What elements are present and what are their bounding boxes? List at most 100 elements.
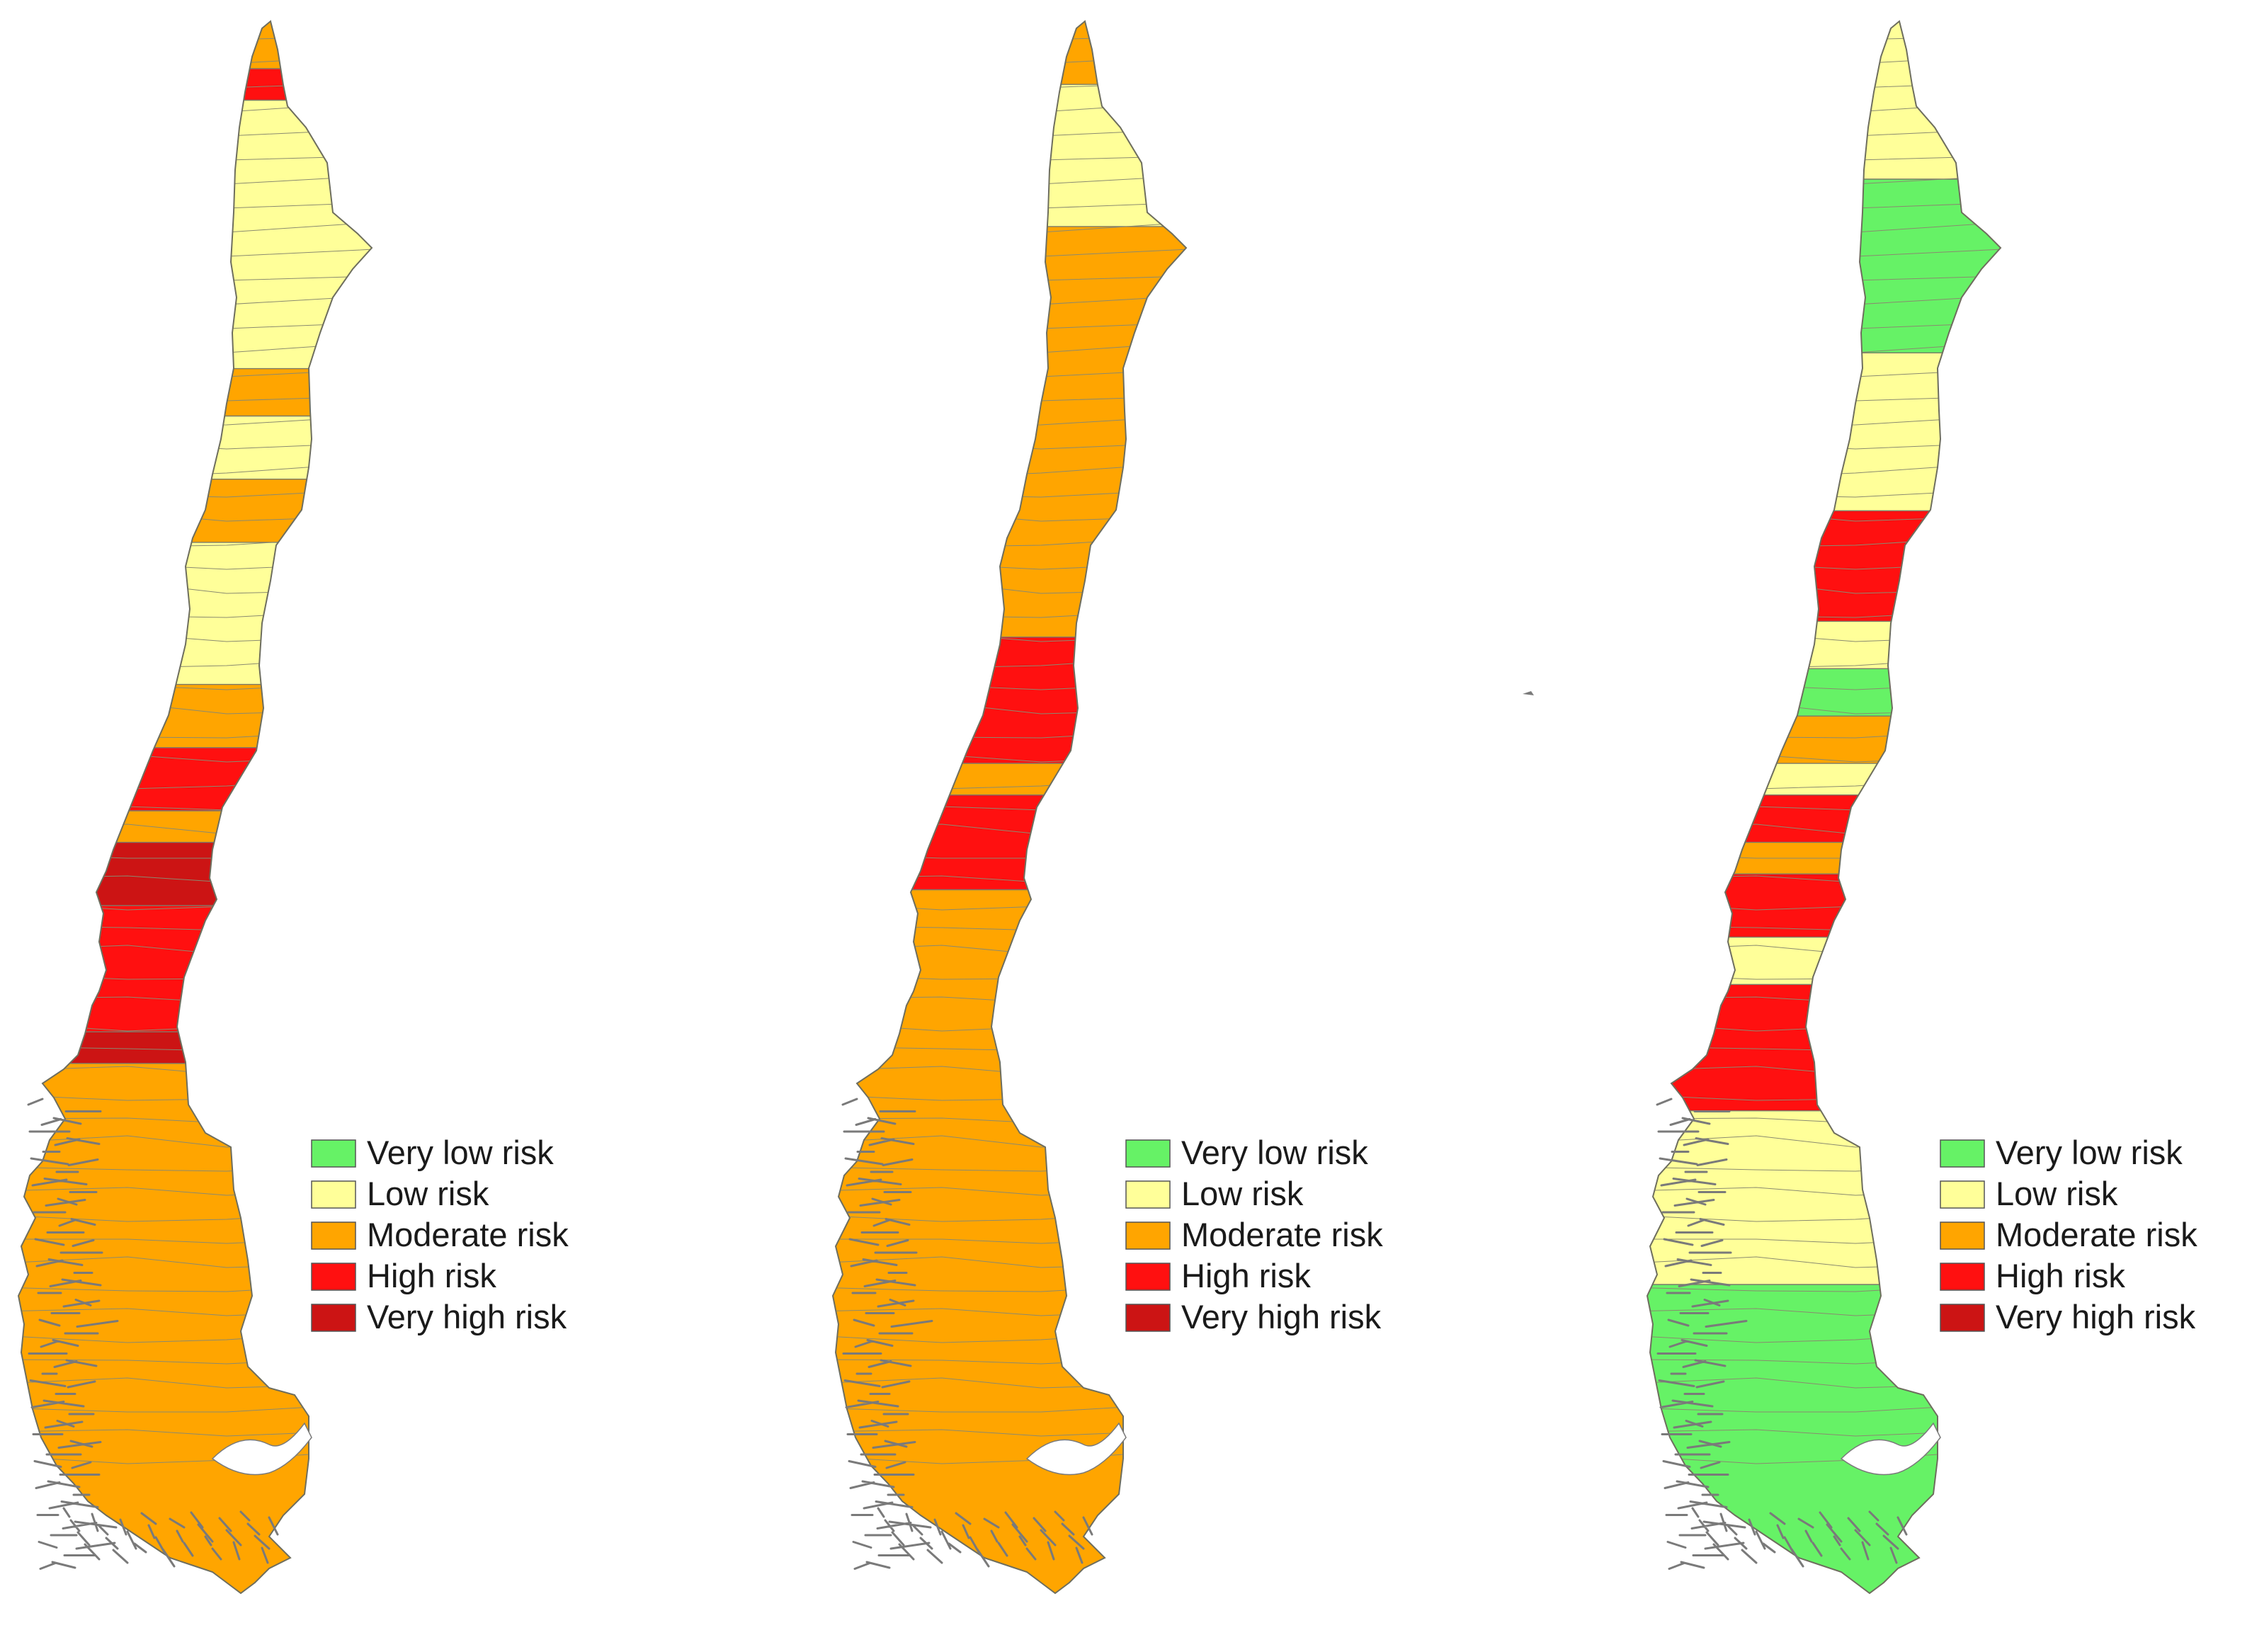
district-border [833,79,1186,89]
district-border [1647,101,2001,115]
district-border [1647,149,2001,161]
district-border [833,512,1186,522]
district-border [833,294,1186,305]
legend-label-low: Low risk [1996,1175,2118,1212]
legend-label-high: High risk [1996,1257,2125,1294]
legend-swatch-very-high [311,1304,356,1332]
island-dot [1523,691,1534,695]
risk-regions [833,21,1186,1593]
risk-region-low [833,84,1186,228]
legend-swatch-high [1125,1263,1171,1291]
legend-swatch-high [1940,1263,1985,1291]
strait-inlet [1025,1422,1127,1476]
legend: Very low risk Low risk Moderate risk High r… [1940,1134,2197,1335]
district-border [833,101,1186,115]
legend: Very low risk Low risk Moderate risk High r… [1125,1134,1383,1335]
legend-label-moderate: Moderate risk [367,1216,569,1253]
risk-region-high [1647,794,2001,843]
district-border [833,1042,1186,1052]
risk-region-very-high [18,841,372,907]
legend-label-very-low: Very low risk [367,1134,554,1171]
district-border [18,321,372,329]
district-border [833,968,1186,980]
risk-region-high [1647,873,2001,938]
risk-region-low [1647,352,2001,512]
district-border [1647,460,2001,478]
legend-label-low: Low risk [367,1175,489,1212]
district-border [18,54,372,64]
district-border [1647,488,2001,498]
map-2: Very low risk Low risk Moderate risk High r… [831,20,1383,1595]
legend-label-very-low: Very low risk [1181,1134,1368,1171]
district-border [1647,127,2001,137]
risk-region-low [1647,620,2001,670]
district-border [833,945,1186,955]
district-border [18,512,372,522]
risk-region-moderate [18,683,372,749]
risk-region-moderate [18,21,372,70]
district-border [833,391,1186,401]
risk-region-low [1647,936,2001,986]
district-border [1647,174,2001,185]
legend: Very low risk Low risk Moderate risk High r… [311,1134,569,1335]
district-border [833,54,1186,64]
district-border [1647,968,2001,980]
district-border [18,294,372,305]
legend-label-very-high: Very high risk [1996,1298,2196,1335]
risk-region-low [18,99,372,370]
district-border [1647,368,2001,377]
district-border [1647,294,2001,305]
district-border [18,968,372,980]
legend-label-low: Low risk [1181,1175,1304,1212]
risk-region-moderate [1647,715,2001,765]
strait-inlet [211,1422,312,1476]
district-border [1647,391,2001,401]
country-outline [1646,20,2002,1595]
district-border [18,995,372,1003]
district-border [1647,414,2001,426]
district-border [833,174,1186,185]
district-border [833,149,1186,161]
district-border [1647,1014,2001,1032]
district-border [1647,200,2001,209]
legend-swatch-very-low [1940,1139,1985,1168]
district-border [833,995,1186,1003]
district-border [833,1014,1186,1032]
legend-label-high: High risk [1181,1257,1311,1294]
risk-region-low [1647,21,2001,181]
legend-swatch-very-high [1125,1304,1171,1332]
district-border [1647,341,2001,357]
district-border [18,174,372,185]
district-border [1647,512,2001,522]
district-border [18,127,372,137]
district-border [833,368,1186,377]
risk-region-moderate [18,810,372,843]
legend-swatch-low [311,1180,356,1209]
legend-swatch-very-low [1125,1139,1171,1168]
strait-inlet [1840,1422,1941,1476]
legend-swatch-moderate [311,1221,356,1250]
risk-region-low [18,542,372,685]
district-border [1647,1042,2001,1052]
risk-region-high [1647,510,2001,622]
district-border [18,1014,372,1032]
district-border [833,321,1186,329]
country-outline [831,20,1188,1595]
legend-swatch-moderate [1940,1221,1985,1250]
district-border [18,414,372,426]
risk-region-high [18,747,372,812]
legend-swatch-high [311,1263,356,1291]
district-border [1647,28,2001,40]
legend-swatch-very-high [1940,1304,1985,1332]
district-border [833,28,1186,40]
legend-swatch-low [1940,1180,1985,1209]
risk-region-high [18,68,372,101]
legend-label-high: High risk [367,1257,496,1294]
risk-region-very-high [18,1031,372,1065]
district-border [833,488,1186,498]
district-border [833,200,1186,209]
district-border [18,79,372,89]
district-border [1647,321,2001,329]
risk-regions [1647,21,2001,1593]
